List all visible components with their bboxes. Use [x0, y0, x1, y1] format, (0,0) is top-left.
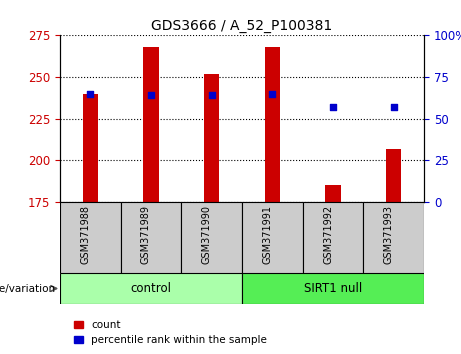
Legend: count, percentile rank within the sample: count, percentile rank within the sample — [74, 320, 267, 345]
Point — [390, 104, 397, 110]
Bar — [363, 202, 424, 273]
Text: GSM371992: GSM371992 — [323, 205, 333, 264]
Title: GDS3666 / A_52_P100381: GDS3666 / A_52_P100381 — [151, 19, 333, 33]
Bar — [386, 149, 402, 202]
Bar — [60, 202, 121, 273]
Text: control: control — [130, 282, 171, 295]
Bar — [181, 202, 242, 273]
Bar — [325, 185, 341, 202]
Point — [329, 104, 337, 110]
Point — [269, 91, 276, 96]
Text: SIRT1 null: SIRT1 null — [304, 282, 362, 295]
Bar — [121, 202, 181, 273]
Bar — [143, 47, 159, 202]
Text: GSM371988: GSM371988 — [80, 205, 90, 264]
Bar — [83, 93, 98, 202]
Point — [208, 92, 215, 98]
Bar — [303, 202, 363, 273]
Text: GSM371989: GSM371989 — [141, 205, 151, 264]
Text: GSM371990: GSM371990 — [201, 205, 212, 264]
Point — [148, 92, 155, 98]
Point — [87, 91, 94, 96]
Text: GSM371993: GSM371993 — [384, 205, 394, 264]
Text: genotype/variation: genotype/variation — [0, 284, 55, 293]
Bar — [204, 74, 219, 202]
Bar — [60, 273, 242, 304]
Text: GSM371991: GSM371991 — [262, 205, 272, 264]
Bar — [265, 47, 280, 202]
Bar — [242, 202, 303, 273]
Bar — [242, 273, 424, 304]
